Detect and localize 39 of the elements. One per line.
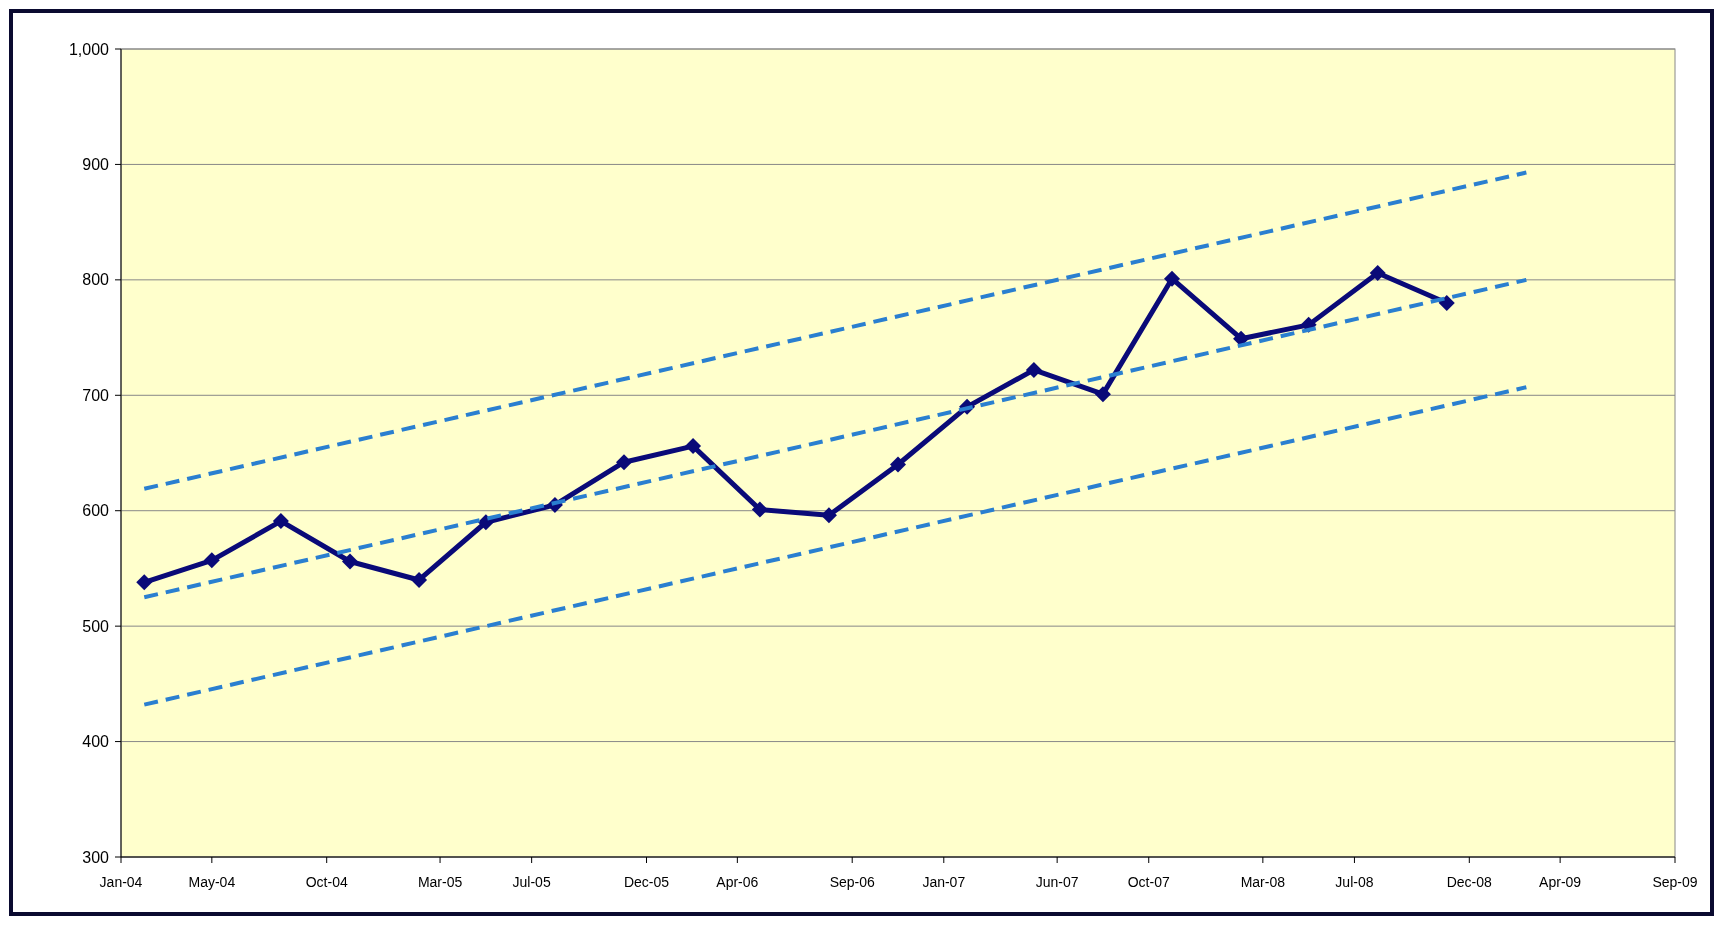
point bbox=[341, 553, 358, 570]
x-tick-label: Apr-06 bbox=[716, 874, 759, 890]
x-tick-label: Apr-09 bbox=[1539, 874, 1582, 890]
point bbox=[411, 571, 428, 588]
x-tick-label: Dec-05 bbox=[623, 874, 670, 890]
x-tick-label: Oct-04 bbox=[305, 874, 348, 890]
point bbox=[203, 552, 220, 569]
y-tick-label: 400 bbox=[82, 733, 110, 751]
x-tick-label: Mar-05 bbox=[417, 874, 463, 890]
point bbox=[1164, 270, 1181, 287]
x-tick-label: Sep-06 bbox=[829, 874, 875, 890]
x-tick-label: Dec-08 bbox=[1446, 874, 1493, 890]
x-tick-label: Jun-07 bbox=[1035, 874, 1079, 890]
point bbox=[1369, 264, 1386, 281]
point bbox=[1094, 386, 1111, 403]
point bbox=[820, 507, 837, 524]
x-tick-label: Sep-09 bbox=[1652, 874, 1698, 890]
y-tick-label: 900 bbox=[82, 156, 110, 174]
y-tick-label: 600 bbox=[82, 502, 110, 520]
x-tick-label: May-04 bbox=[188, 874, 236, 890]
point bbox=[751, 501, 768, 518]
point bbox=[1438, 294, 1455, 311]
point bbox=[890, 456, 906, 473]
point bbox=[615, 454, 632, 471]
x-tick-label: Jan-07 bbox=[922, 874, 966, 890]
x-tick-label: Mar-08 bbox=[1240, 874, 1286, 890]
x-tick-label: Jul-05 bbox=[512, 874, 551, 890]
y-tick-label: 300 bbox=[82, 848, 110, 866]
x-tick-label: Oct-07 bbox=[1127, 874, 1170, 890]
x-tick-label: Jul-08 bbox=[1335, 874, 1374, 890]
y-tick-label: 800 bbox=[82, 271, 110, 289]
point bbox=[685, 438, 702, 455]
point bbox=[1025, 361, 1042, 378]
y-tick-label: 1,000 bbox=[68, 40, 110, 58]
point bbox=[136, 574, 153, 591]
y-tick-label: 700 bbox=[82, 386, 110, 404]
x-tick-label: Jan-04 bbox=[99, 874, 143, 890]
point bbox=[272, 513, 289, 530]
y-tick-label: 500 bbox=[82, 617, 110, 635]
